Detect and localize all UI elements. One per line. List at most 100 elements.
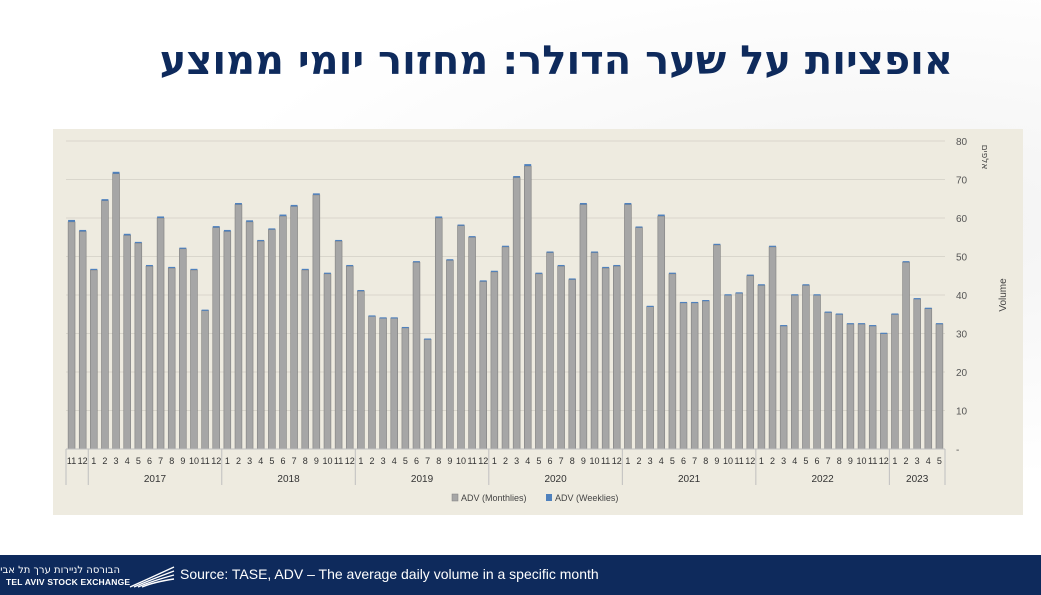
legend-label-weekly: ADV (Weeklies) [555,493,618,503]
bar-monthly [412,261,421,450]
bar-weekly [368,315,376,317]
y-tick-label: 70 [956,176,968,187]
x-tick-label: 1 [492,456,497,466]
x-tick-label: 9 [447,456,452,466]
bar-monthly [490,271,499,450]
x-tick-label: 1 [358,456,363,466]
bar-monthly [457,225,465,450]
bar-monthly [201,310,209,450]
bar-weekly [390,317,398,319]
x-tick-label: 11 [601,456,610,466]
bar-monthly [512,177,521,450]
year-label: 2017 [144,474,167,485]
bar-weekly [157,216,165,218]
bar-weekly [858,323,865,325]
x-tick-label: 12 [478,456,488,466]
x-tick-label: 5 [403,456,408,466]
x-tick-label: 8 [570,456,575,466]
x-tick-label: 11 [67,456,76,466]
bar-weekly [413,261,420,263]
x-tick-label: 12 [745,456,755,466]
x-tick-label: 6 [681,456,686,466]
bar-monthly [813,294,821,450]
bar-weekly [424,338,432,340]
x-tick-label: 1 [225,456,230,466]
y-tick-label: 20 [956,368,968,379]
bar-monthly [735,292,743,450]
x-tick-label: 4 [525,456,530,466]
bar-weekly [546,251,554,253]
y-tick-label: 80 [956,137,968,148]
x-tick-label: 9 [848,456,853,466]
bar-weekly [557,264,565,267]
bar-monthly [179,248,187,450]
slide-title: אופציות על שער הדולר: מחזור יומי ממוצע [159,38,953,84]
x-tick-label: 3 [648,456,653,466]
bar-monthly [401,327,410,450]
bar-monthly [379,317,387,450]
x-tick-label: 2 [770,456,775,466]
bar-weekly [235,202,242,205]
bar-monthly [568,279,577,450]
bar-monthly [312,194,321,450]
bar-weekly [223,229,231,232]
x-tick-label: 5 [937,456,942,466]
bar-weekly [179,247,187,249]
bar-monthly [134,242,143,450]
bar-weekly [357,289,365,292]
bar-weekly [490,270,498,272]
year-label: 2022 [811,474,834,485]
bar-weekly [880,332,888,334]
bar-weekly [657,214,665,217]
bar-weekly [813,294,821,296]
year-label: 2020 [544,474,567,485]
bar-monthly [557,265,565,450]
x-tick-label: 10 [857,456,867,466]
bar-weekly [746,274,754,276]
y-tick-label: 40 [956,291,968,302]
bar-weekly [602,266,610,269]
logo-english-text: TEL AVIV STOCK EXCHANGE [6,577,131,587]
x-tick-label: 6 [280,456,285,466]
bar-monthly [368,315,376,450]
bar-weekly [257,239,265,242]
x-tick-label: 4 [125,456,130,466]
bar-weekly [835,313,843,315]
bar-monthly [245,221,254,450]
bar-monthly [668,273,677,450]
bar-weekly [568,278,576,280]
bar-weekly [524,164,532,167]
x-tick-label: 8 [169,456,174,466]
bar-monthly [935,323,944,450]
x-tick-label: 5 [269,456,274,466]
bar-weekly [435,216,443,218]
tase-logo: הבורסה לניירות ערך תל אביב TEL AVIV STOC… [0,565,176,591]
bar-monthly [924,308,933,450]
bar-weekly [635,226,643,228]
bar-monthly [212,227,220,450]
x-tick-label: 1 [91,456,96,466]
y-axis-unit-label: אלפים [979,145,989,170]
bar-weekly [924,307,932,309]
bar-monthly [223,231,232,450]
x-tick-label: 12 [211,456,221,466]
x-tick-label: 4 [926,456,931,466]
x-tick-label: 5 [536,456,541,466]
x-tick-label: 9 [314,456,319,466]
bar-monthly [468,236,476,450]
x-tick-label: 9 [581,456,586,466]
bar-monthly [256,240,265,450]
bar-weekly [312,193,320,195]
x-tick-label: 9 [180,456,185,466]
bar-monthly [101,200,109,450]
bar-weekly [902,261,910,263]
year-label: 2023 [906,474,929,485]
bar-weekly [90,268,98,271]
x-tick-label: 8 [436,456,441,466]
bar-monthly [802,285,810,450]
bar-monthly [913,298,921,450]
x-tick-label: 2 [637,456,642,466]
x-tick-label: 1 [759,456,764,466]
bar-weekly [101,199,109,201]
